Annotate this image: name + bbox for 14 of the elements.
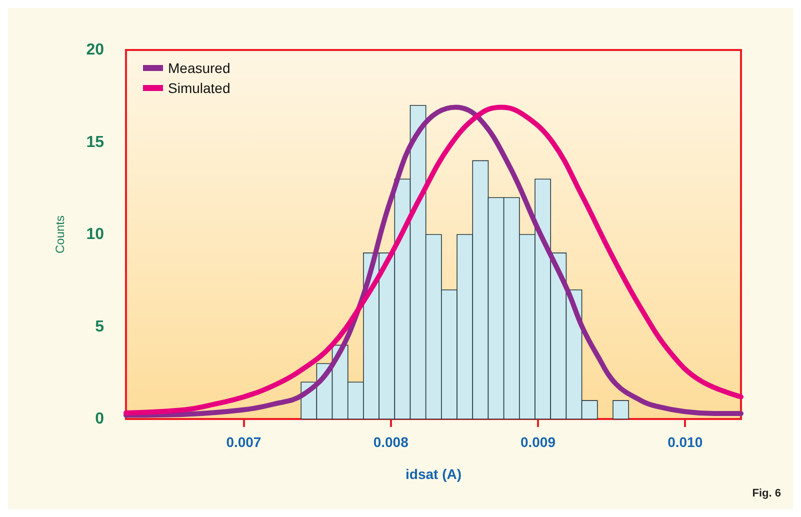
- y-tick-label: 5: [95, 318, 104, 336]
- legend-label: Measured: [168, 60, 230, 76]
- caption: Fig. 6: [752, 488, 782, 500]
- y-tick-label: 20: [86, 42, 104, 58]
- x-tick-label: 0.007: [226, 434, 262, 450]
- x-tick-label: 0.010: [668, 434, 703, 450]
- y-tick-label: 15: [86, 134, 104, 151]
- y-axis-title: Counts: [53, 215, 67, 254]
- y-tick-label: 10: [86, 226, 104, 243]
- x-axis-title: idsat (A): [406, 466, 462, 482]
- legend-label: Simulated: [168, 80, 230, 96]
- x-tick-label: 0.009: [520, 434, 556, 450]
- x-tick-label: 0.008: [373, 434, 409, 450]
- y-tick-label: 0: [95, 410, 104, 428]
